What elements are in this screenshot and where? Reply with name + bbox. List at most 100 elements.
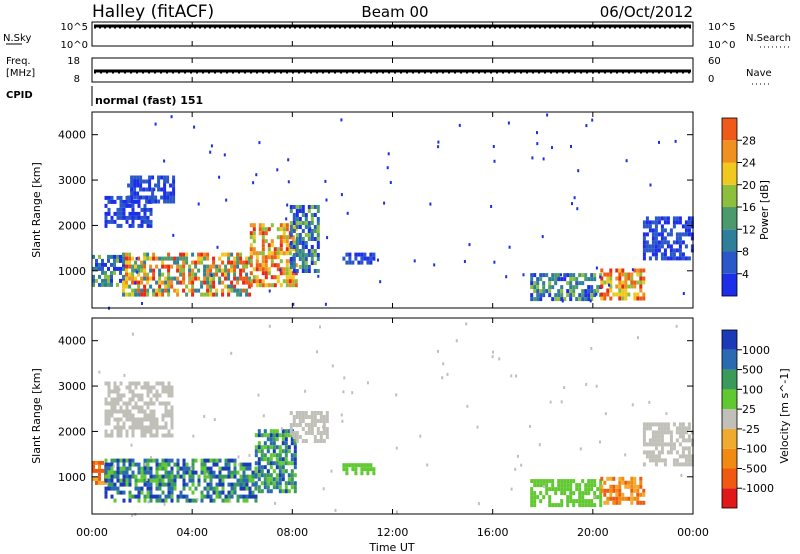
heatmap-cell xyxy=(119,278,122,283)
heatmap-cell xyxy=(690,458,694,463)
heatmap-cell xyxy=(134,482,138,487)
heatmap-cell xyxy=(663,216,667,221)
heatmap-cell xyxy=(633,496,637,501)
heatmap-cell xyxy=(170,425,174,430)
heatmap-cell xyxy=(636,484,640,489)
heatmap-cell xyxy=(191,474,195,479)
heatmap-cell xyxy=(248,280,252,285)
heatmap-cell xyxy=(172,195,176,200)
heatmap-cell xyxy=(298,209,302,213)
heatmap-cell xyxy=(254,445,258,450)
heatmap-echo xyxy=(561,299,564,303)
heatmap-cell xyxy=(161,478,165,483)
heatmap-cell xyxy=(185,292,189,297)
heatmap-cell xyxy=(270,283,274,288)
heatmap-cell xyxy=(295,209,299,213)
heatmap-cell xyxy=(287,461,291,466)
heatmap-cell xyxy=(110,478,114,483)
heatmap-cell xyxy=(245,260,249,265)
heatmap-cell xyxy=(134,215,138,220)
heatmap-echo xyxy=(324,179,327,183)
heatmap-cell xyxy=(134,211,138,216)
heatmap-cell xyxy=(101,278,104,283)
heatmap-cell xyxy=(289,257,293,261)
heatmap-cell xyxy=(170,284,174,289)
heatmap-cell xyxy=(107,478,111,483)
heatmap-cell xyxy=(148,199,152,204)
heatmap-cell xyxy=(154,199,158,204)
heatmap-cell xyxy=(295,241,299,245)
heatmap-cell xyxy=(270,239,274,244)
heatmap-cell xyxy=(609,492,613,497)
heatmap-cell xyxy=(227,490,231,495)
heatmap-cell xyxy=(657,422,661,427)
heatmap-cell xyxy=(143,276,147,281)
heatmap-cell xyxy=(98,266,101,271)
heatmap-cell xyxy=(663,256,667,261)
heatmap-cell xyxy=(313,261,317,265)
heatmap-cell xyxy=(137,381,141,386)
heatmap-cell xyxy=(227,470,231,475)
heatmap-cell xyxy=(101,270,104,275)
heatmap-cell xyxy=(131,494,135,499)
heatmap-cell xyxy=(578,483,582,488)
heatmap-cell xyxy=(152,292,156,297)
colorbar-tick-label: 25 xyxy=(742,403,756,416)
heatmap-echo xyxy=(571,202,573,206)
heatmap-cell xyxy=(307,253,311,257)
heatmap-cell xyxy=(98,254,101,259)
heatmap-cell xyxy=(648,458,652,463)
heatmap-cell xyxy=(146,486,150,491)
heatmap-cell xyxy=(143,474,147,479)
heatmap-cell xyxy=(313,213,317,217)
heatmap-cell xyxy=(563,479,567,484)
heatmap-cell xyxy=(261,243,265,248)
heatmap-cell xyxy=(260,473,264,478)
heatmap-cell xyxy=(164,474,168,479)
heatmap-cell xyxy=(639,280,643,285)
heatmap-cell xyxy=(249,251,253,256)
heatmap-cell xyxy=(345,471,349,476)
heatmap-cell xyxy=(539,479,543,484)
heatmap-cell xyxy=(345,260,349,265)
heatmap-cell xyxy=(252,227,256,232)
heatmap-cell xyxy=(360,260,364,265)
heatmap-cell xyxy=(122,215,126,220)
heatmap-cell xyxy=(134,264,138,269)
heatmap-cell xyxy=(663,228,667,233)
heatmap-cell xyxy=(325,427,329,431)
heatmap-cell xyxy=(621,284,625,289)
heatmap-cell xyxy=(170,466,174,471)
heatmap-cell xyxy=(257,441,261,446)
heatmap-cell xyxy=(295,431,299,435)
heatmap-cell xyxy=(152,425,156,430)
heatmap-cell xyxy=(161,413,165,418)
heatmap-cell xyxy=(113,474,117,479)
heatmap-cell xyxy=(203,292,207,297)
heatmap-cell xyxy=(289,233,293,237)
heatmap-cell xyxy=(316,233,320,237)
heatmap-cell xyxy=(194,264,198,269)
heatmap-cell xyxy=(167,292,171,297)
heatmap-cell xyxy=(164,462,168,467)
heatmap-cell xyxy=(557,297,561,302)
heatmap-cell xyxy=(292,253,296,257)
heatmap-echo xyxy=(317,274,320,278)
heatmap-cell xyxy=(224,458,228,463)
heatmap-cell xyxy=(287,429,291,434)
heatmap-cell xyxy=(627,276,631,281)
heatmap-cell xyxy=(145,187,149,192)
heatmap-cell xyxy=(151,175,155,180)
heatmap-cell xyxy=(239,260,243,265)
heatmap-cell xyxy=(264,267,268,272)
y-tick-label: 4000 xyxy=(58,335,86,348)
heatmap-cell xyxy=(310,233,314,237)
heatmap-cell xyxy=(654,434,658,439)
heatmap-cell xyxy=(316,237,320,241)
heatmap-cell xyxy=(639,492,643,497)
heatmap-cell xyxy=(267,255,271,260)
y-tick-label: 3000 xyxy=(58,380,86,393)
heatmap-cell xyxy=(551,285,555,290)
heatmap-cell xyxy=(119,381,123,386)
heatmap-cell xyxy=(666,220,670,225)
